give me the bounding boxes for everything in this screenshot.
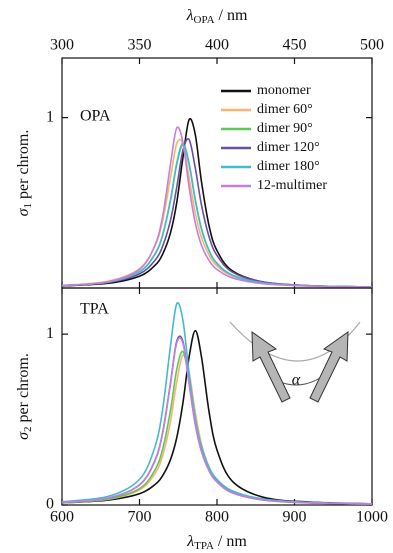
x-axis-label: λTPA / nm bbox=[186, 533, 247, 552]
legend-label: dimer 90° bbox=[257, 121, 313, 136]
series-line bbox=[61, 329, 373, 505]
x-tick-label: 400 bbox=[205, 37, 229, 54]
x-tick-label: 350 bbox=[128, 37, 152, 54]
series-line bbox=[61, 144, 373, 288]
symbol: σ bbox=[15, 207, 32, 216]
legend-label: 12-multimer bbox=[257, 178, 327, 193]
x-tick-label: 800 bbox=[205, 509, 229, 526]
inset-label: α bbox=[292, 372, 301, 389]
plot-frame bbox=[61, 287, 373, 506]
panel-label: OPA bbox=[80, 108, 111, 125]
subscript: 2 bbox=[22, 426, 34, 432]
symbol: λ bbox=[186, 533, 194, 550]
legend-label: dimer 180° bbox=[257, 159, 320, 174]
symbol: σ bbox=[15, 431, 32, 440]
unit: per chrom. bbox=[15, 353, 32, 426]
series-line bbox=[61, 117, 373, 288]
x-tick-label: 700 bbox=[128, 509, 152, 526]
x-tick-label: 500 bbox=[360, 37, 384, 54]
legend-label: dimer 120° bbox=[257, 140, 320, 155]
legend-label: monomer bbox=[257, 83, 311, 98]
subscript: TPA bbox=[194, 540, 214, 552]
y-tick-label: 1 bbox=[46, 325, 54, 342]
x-tick-label: 600 bbox=[50, 509, 74, 526]
series-line bbox=[61, 302, 373, 505]
symbol: λ bbox=[186, 7, 194, 24]
x-tick-label: 450 bbox=[283, 37, 307, 54]
subscript: 1 bbox=[22, 203, 34, 209]
x-tick-label: 300 bbox=[50, 37, 74, 54]
series-line bbox=[61, 138, 373, 288]
series-line bbox=[61, 138, 373, 288]
x-axis-label: λOPA / nm bbox=[186, 7, 248, 26]
y-axis-label: σ1 per chrom. bbox=[15, 130, 34, 217]
unit: / nm bbox=[215, 7, 248, 24]
subscript: OPA bbox=[194, 14, 215, 26]
y-tick-label: 1 bbox=[46, 108, 54, 125]
x-tick-label: 900 bbox=[283, 509, 307, 526]
plot-frame bbox=[61, 57, 373, 289]
inset-diagram bbox=[229, 321, 361, 403]
x-tick-label: 1000 bbox=[356, 509, 388, 526]
series-line bbox=[61, 126, 373, 288]
panel-label: TPA bbox=[80, 301, 109, 318]
y-axis-label: σ2 per chrom. bbox=[15, 353, 34, 440]
unit: per chrom. bbox=[15, 130, 32, 203]
series-line bbox=[61, 337, 373, 505]
y-tick-label: 0 bbox=[46, 496, 54, 513]
unit: / nm bbox=[214, 533, 247, 550]
legend-label: dimer 60° bbox=[257, 102, 313, 117]
